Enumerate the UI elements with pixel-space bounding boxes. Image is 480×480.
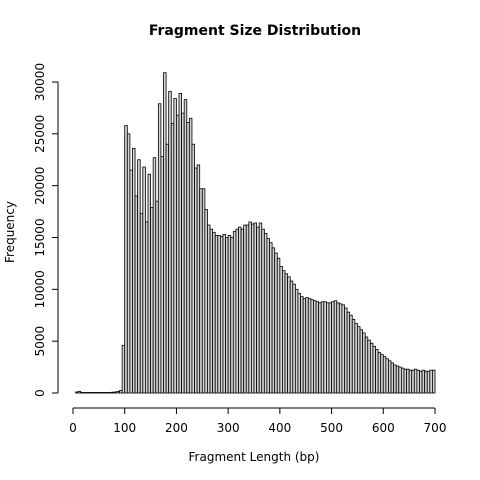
x-tick-label: 600 — [372, 421, 395, 435]
x-tick-label: 400 — [268, 421, 291, 435]
x-tick-label: 100 — [113, 421, 136, 435]
chart-title: Fragment Size Distribution — [149, 23, 361, 39]
x-axis-label: Fragment Length (bp) — [189, 450, 320, 464]
y-tick-label: 15000 — [33, 218, 47, 256]
y-tick-label: 5000 — [33, 326, 47, 357]
x-tick-label: 300 — [217, 421, 240, 435]
x-tick-label: 500 — [320, 421, 343, 435]
x-tick-label: 700 — [424, 421, 447, 435]
y-tick-label: 20000 — [33, 167, 47, 205]
y-axis: 0 5000 10000 15000 20000 25000 30000 — [33, 63, 59, 397]
y-tick-label: 30000 — [33, 63, 47, 101]
y-tick-label: 25000 — [33, 115, 47, 153]
histogram-bar — [432, 369, 436, 394]
bars-layer — [75, 72, 436, 394]
y-axis-label: Frequency — [3, 201, 17, 263]
x-tick-label: 200 — [165, 421, 188, 435]
x-tick-label: 0 — [69, 421, 77, 435]
y-tick-label: 10000 — [33, 270, 47, 308]
x-axis: 0 100 200 300 400 500 600 700 — [69, 407, 447, 435]
y-tick-label: 0 — [33, 389, 47, 397]
